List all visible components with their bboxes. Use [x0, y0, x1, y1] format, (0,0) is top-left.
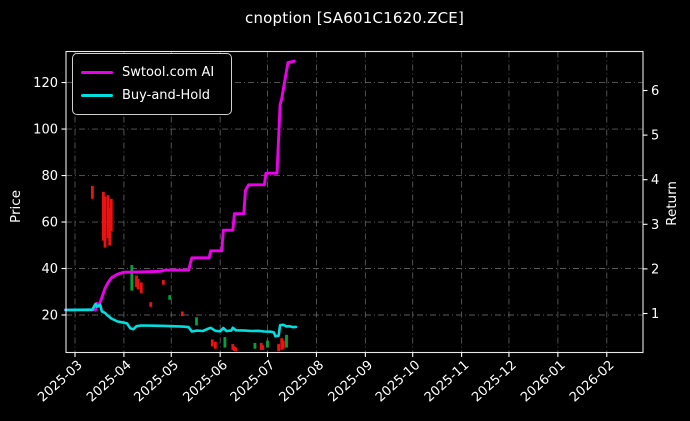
candle-bar — [135, 275, 138, 288]
candle-bar — [210, 339, 214, 347]
candle-bar — [109, 198, 113, 232]
chart-title: cnoption [SA601C1620.ZCE] — [245, 9, 464, 27]
price-tick-label: 40 — [41, 262, 58, 277]
legend-swatch-cyan-line — [81, 93, 113, 98]
date-tick-label: 2025-11 — [422, 358, 472, 405]
date-tick-label: 2025-04 — [84, 358, 134, 405]
date-tick-label: 2026-01 — [518, 358, 568, 405]
date-tick-label: 2025-07 — [228, 358, 278, 405]
candle-bar — [168, 295, 172, 300]
candle-bar — [102, 191, 105, 241]
candle-bar — [277, 344, 280, 352]
price-tick-label: 120 — [33, 76, 58, 91]
date-tick-label: 2025-06 — [180, 358, 230, 405]
plot-border — [65, 50, 644, 354]
return-tick-label: 3 — [651, 218, 659, 233]
candle-bar — [281, 340, 285, 349]
candle-bar — [139, 282, 143, 293]
candle-bar — [223, 337, 227, 348]
candle-bar — [180, 311, 184, 317]
return-tick-label: 1 — [651, 307, 659, 322]
tick-marks — [61, 82, 648, 357]
candle-bar — [149, 302, 153, 307]
y-axis-label-return: Return — [664, 181, 680, 226]
return-tick-label: 5 — [651, 129, 659, 144]
date-tick-label: 2025-12 — [469, 358, 519, 405]
candle-bar — [136, 279, 140, 290]
series-line-buy-and-hold — [64, 302, 298, 338]
candle-bar — [234, 347, 238, 351]
price-candles — [91, 186, 288, 352]
legend-label: Swtool.com AI — [122, 65, 215, 80]
gridlines — [66, 51, 643, 353]
price-tick-label: 20 — [41, 309, 58, 324]
y-axis-label-price: Price — [8, 190, 24, 223]
tick-labels: 204060801001201234562025-032025-042025-0… — [33, 76, 659, 405]
price-tick-label: 80 — [41, 169, 58, 184]
candle-bar — [231, 344, 235, 350]
return-tick-label: 4 — [651, 173, 659, 188]
price-tick-label: 60 — [41, 216, 58, 231]
candle-bar — [130, 265, 134, 291]
legend-item-swtool-ai: Swtool.com AI — [81, 61, 221, 84]
date-tick-label: 2025-10 — [373, 358, 423, 405]
date-tick-label: 2025-08 — [277, 358, 327, 405]
candle-bar — [280, 338, 284, 350]
return-tick-label: 2 — [651, 262, 659, 277]
legend-swatch-magenta-line — [81, 70, 113, 75]
candle-bar — [261, 345, 265, 350]
candle-bar — [259, 342, 263, 350]
candle-bar — [195, 317, 198, 326]
legend-label: Buy-and-Hold — [122, 88, 211, 103]
date-tick-label: 2025-03 — [35, 358, 85, 405]
price-tick-label: 100 — [33, 123, 58, 138]
series-line-swtool-ai — [64, 59, 296, 312]
candle-bar — [214, 341, 217, 349]
candle-bar — [91, 186, 94, 199]
candle-bar — [285, 334, 288, 348]
legend: Swtool.com AI Buy-and-Hold — [72, 53, 232, 115]
date-tick-label: 2026-02 — [567, 358, 617, 405]
legend-item-buy-and-hold: Buy-and-Hold — [81, 84, 221, 107]
candle-bar — [108, 208, 112, 246]
candle-bar — [253, 342, 257, 349]
date-tick-label: 2025-09 — [326, 358, 376, 405]
candle-bar — [233, 346, 236, 351]
date-tick-label: 2025-05 — [132, 358, 182, 405]
candle-bar — [162, 280, 165, 285]
candle-bar — [266, 340, 269, 348]
candle-bar — [106, 195, 110, 239]
candle-bar — [103, 196, 107, 248]
return-tick-label: 6 — [651, 84, 659, 99]
